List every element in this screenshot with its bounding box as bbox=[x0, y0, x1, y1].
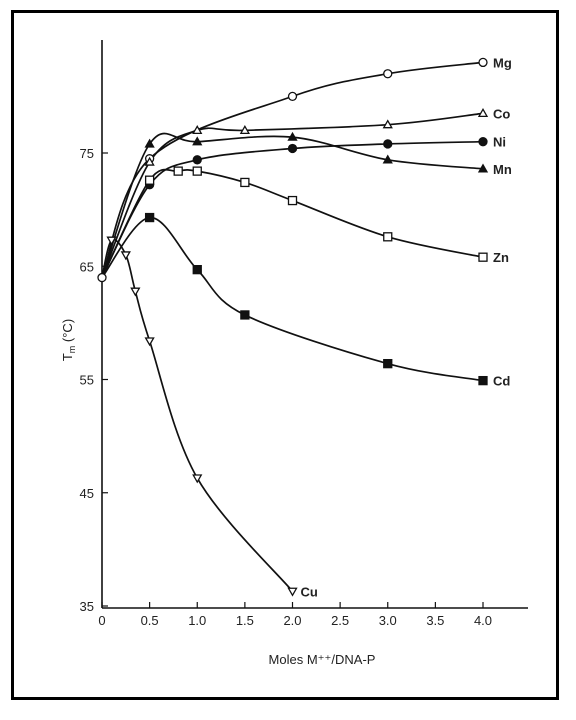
point-cd bbox=[144, 212, 155, 223]
point-mn bbox=[144, 138, 155, 148]
series-markers bbox=[97, 57, 489, 597]
point-zn bbox=[240, 177, 250, 188]
y-tick-label: 45 bbox=[80, 486, 94, 501]
point-cu bbox=[192, 474, 203, 484]
curve-cd bbox=[101, 216, 484, 382]
series-label-mg: Mg bbox=[493, 55, 512, 70]
point-co bbox=[239, 125, 250, 135]
point-zn bbox=[173, 166, 183, 176]
series-label-cu: Cu bbox=[301, 584, 318, 599]
point-ni bbox=[287, 143, 298, 154]
point-mg bbox=[383, 69, 393, 79]
curve-zn bbox=[101, 168, 484, 278]
point-cd bbox=[240, 310, 250, 320]
curve-cu bbox=[101, 238, 294, 592]
x-tick-label: 2.0 bbox=[283, 613, 301, 628]
point-cu bbox=[287, 587, 298, 597]
point-mn bbox=[287, 131, 298, 141]
point-cu bbox=[144, 337, 155, 347]
x-tick-label: 3.5 bbox=[426, 613, 444, 628]
series-label-ni: Ni bbox=[493, 135, 506, 150]
y-tick-label: 75 bbox=[80, 146, 94, 161]
point-zn bbox=[478, 252, 488, 262]
point-origin bbox=[97, 272, 107, 283]
curve-ni bbox=[101, 140, 484, 278]
series-curves bbox=[101, 61, 484, 592]
point-co bbox=[144, 156, 155, 166]
point-co bbox=[477, 108, 489, 118]
point-zn bbox=[383, 232, 393, 242]
series-label-co: Co bbox=[493, 106, 510, 121]
series-labels: Mg Co Ni Mn Zn Cd Cu bbox=[301, 55, 512, 599]
x-tick-label: 4.0 bbox=[474, 613, 492, 628]
point-mg bbox=[478, 57, 488, 68]
point-zn bbox=[192, 166, 202, 176]
axes: 0 0.5 1.0 1.5 2.0 2.5 3.0 3.5 4.0 35 45 55 65 75 bbox=[80, 40, 528, 628]
point-zn bbox=[144, 175, 155, 185]
x-tick-label: 0.5 bbox=[141, 613, 159, 628]
y-tick-label: 65 bbox=[80, 259, 94, 274]
point-cu bbox=[120, 251, 131, 261]
point-co bbox=[382, 119, 393, 129]
series-label-cd: Cd bbox=[493, 374, 510, 389]
y-tick-label: 35 bbox=[80, 599, 94, 614]
point-zn bbox=[287, 195, 298, 206]
point-co bbox=[192, 125, 203, 135]
point-ni bbox=[383, 139, 393, 149]
curve-mg bbox=[101, 61, 484, 278]
point-cd bbox=[192, 264, 202, 275]
point-mn bbox=[382, 154, 393, 164]
series-label-mn: Mn bbox=[493, 162, 512, 177]
curve-co bbox=[101, 112, 484, 278]
point-ni bbox=[192, 155, 202, 165]
point-cd bbox=[478, 375, 488, 386]
y-axis-title-main: T bbox=[60, 353, 75, 361]
y-axis-title-subscript: m bbox=[67, 346, 77, 354]
point-mn bbox=[477, 163, 489, 173]
point-cd bbox=[383, 358, 393, 369]
x-axis-title: Moles M⁺⁺/DNA-P bbox=[269, 652, 376, 667]
x-tick-label: 1.0 bbox=[188, 613, 206, 628]
x-tick-label: 3.0 bbox=[379, 613, 397, 628]
y-axis-title-unit: (°C) bbox=[60, 319, 75, 346]
point-cu bbox=[106, 236, 117, 246]
point-mn bbox=[192, 136, 203, 146]
y-tick-label: 55 bbox=[80, 373, 94, 388]
y-axis-title: Tm (°C) bbox=[60, 319, 77, 361]
point-ni bbox=[478, 137, 488, 147]
x-tick-label: 0 bbox=[98, 613, 105, 628]
x-tick-label: 2.5 bbox=[331, 613, 349, 628]
point-cu bbox=[130, 287, 141, 297]
series-label-zn: Zn bbox=[493, 250, 509, 265]
point-mg bbox=[287, 91, 298, 102]
curve-mn bbox=[101, 132, 484, 278]
x-tick-label: 1.5 bbox=[236, 613, 254, 628]
